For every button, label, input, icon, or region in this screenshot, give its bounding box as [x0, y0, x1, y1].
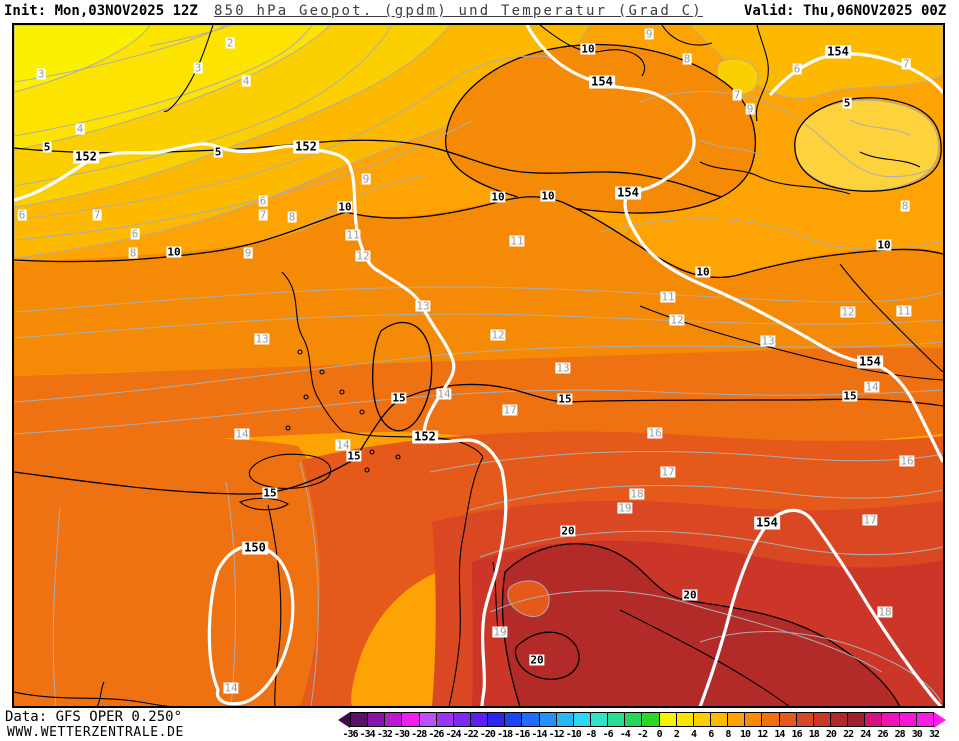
colorbar-cells [350, 712, 934, 727]
colorbar-cell [402, 713, 420, 726]
temp-band-12-14 [14, 438, 339, 706]
colorbar-cell [488, 713, 506, 726]
colorbar-cell [693, 713, 711, 726]
colorbar-tick: -16 [514, 729, 530, 740]
colorbar-tick: -4 [619, 729, 631, 740]
colorbar-tick: -8 [585, 729, 596, 740]
colorbar-tick: -6 [602, 729, 614, 740]
data-source-label: Data: GFS OPER 0.250° [5, 709, 183, 725]
colorbar-cell [865, 713, 883, 726]
colorbar-cell [882, 713, 900, 726]
colorbar-tick: -36 [342, 729, 358, 740]
colorbar-tick: 2 [673, 729, 680, 740]
colorbar-tick: -10 [565, 729, 582, 740]
colorbar-cell [899, 713, 917, 726]
valid-time-label: Valid: Thu,06NOV2025 00Z [744, 3, 947, 19]
colorbar-cell [745, 713, 763, 726]
colorbar-cell [608, 713, 626, 726]
colorbar-tick: -20 [479, 729, 496, 740]
colorbar-tick: -12 [548, 729, 565, 740]
colorbar-tick: 20 [825, 729, 837, 740]
coastlines [14, 25, 944, 706]
colorbar-tick: 8 [725, 729, 731, 740]
colorbar-cell [813, 713, 831, 726]
colorbar-cell [522, 713, 540, 726]
colorbar-tick: -18 [497, 729, 513, 740]
colorbar-cell [659, 713, 677, 726]
colorbar-cell [419, 713, 437, 726]
colorbar-cell [368, 713, 386, 726]
colorbar-cell [573, 713, 591, 726]
colorbar-cell [453, 713, 471, 726]
colorbar-tick: -30 [393, 729, 410, 740]
colorbar-tick: -24 [445, 729, 462, 740]
colorbar-tick: -28 [411, 729, 427, 740]
temp-band-14-16 [300, 431, 943, 706]
colorbar-cell [590, 713, 609, 726]
colorbar-cell [351, 713, 369, 726]
temp-blob-20-22 [501, 543, 901, 706]
colorbar-cell [796, 713, 814, 726]
temp-pocket-cool [794, 99, 939, 191]
colorbar-tick: -32 [376, 729, 393, 740]
colorbar-cell [625, 713, 643, 726]
geopotential-150-line [207, 544, 295, 706]
temp-band-12-14 [14, 347, 943, 455]
colorbar-below-range-arrow [338, 712, 350, 728]
colorbar-cell [385, 713, 403, 726]
colorbar-tick: 12 [757, 729, 768, 740]
colorbar-tick: 32 [928, 729, 940, 740]
colorbar-cell [556, 713, 574, 726]
colorbar-tick: -2 [636, 729, 648, 740]
colorbar-cell [728, 713, 746, 726]
init-time-label: Init: Mon,03NOV2025 12Z [4, 3, 198, 19]
colorbar-tick: 0 [656, 729, 663, 740]
colorbar-cell [642, 713, 660, 726]
colorbar-tick: 14 [774, 729, 785, 740]
minor-isotherm-contours [14, 25, 944, 706]
temperature-fill-layer [14, 25, 944, 706]
colorbar-cell [505, 713, 523, 726]
colorbar-tick: -26 [428, 729, 444, 740]
colorbar-tick: 22 [843, 729, 854, 740]
colorbar-tick: 10 [740, 729, 751, 740]
colorbar-cell [848, 713, 866, 726]
colorbar-cell [539, 713, 557, 726]
chart-title: 850 hPa Geopot. (gpdm) und Temperatur (G… [214, 3, 703, 19]
colorbar-tick: 4 [691, 729, 697, 740]
colorbar-tick: 28 [894, 729, 906, 740]
colorbar-tick: -22 [462, 729, 479, 740]
colorbar-tick: -34 [359, 729, 376, 740]
colorbar-tick: 18 [808, 729, 820, 740]
colorbar-tick: 16 [791, 729, 803, 740]
colorbar-above-range-arrow [934, 712, 946, 728]
geopotential-154-line [698, 508, 943, 706]
colorbar-tick: 6 [708, 729, 714, 740]
colorbar-cell [470, 713, 489, 726]
colorbar-tick: 26 [877, 729, 888, 740]
colorbar-cell [676, 713, 694, 726]
colorbar-tick: -14 [531, 729, 547, 740]
colorbar-cell [830, 713, 849, 726]
colorbar-ticks: -36 -34 -32 -30 -28 -26 -24 -22 -20 -18 -16 -14 -12-… [342, 729, 940, 741]
colorbar-cell [710, 713, 729, 726]
colorbar-tick: 30 [911, 729, 923, 740]
temp-band-0-2 [14, 25, 151, 93]
colorbar-cell [916, 713, 933, 726]
colorbar-tick: 24 [860, 729, 871, 740]
colorbar-cell [762, 713, 780, 726]
colorbar-cell [779, 713, 797, 726]
website-label: WWW.WETTERZENTRALE.DE [7, 725, 184, 740]
colorbar-cell [436, 713, 454, 726]
